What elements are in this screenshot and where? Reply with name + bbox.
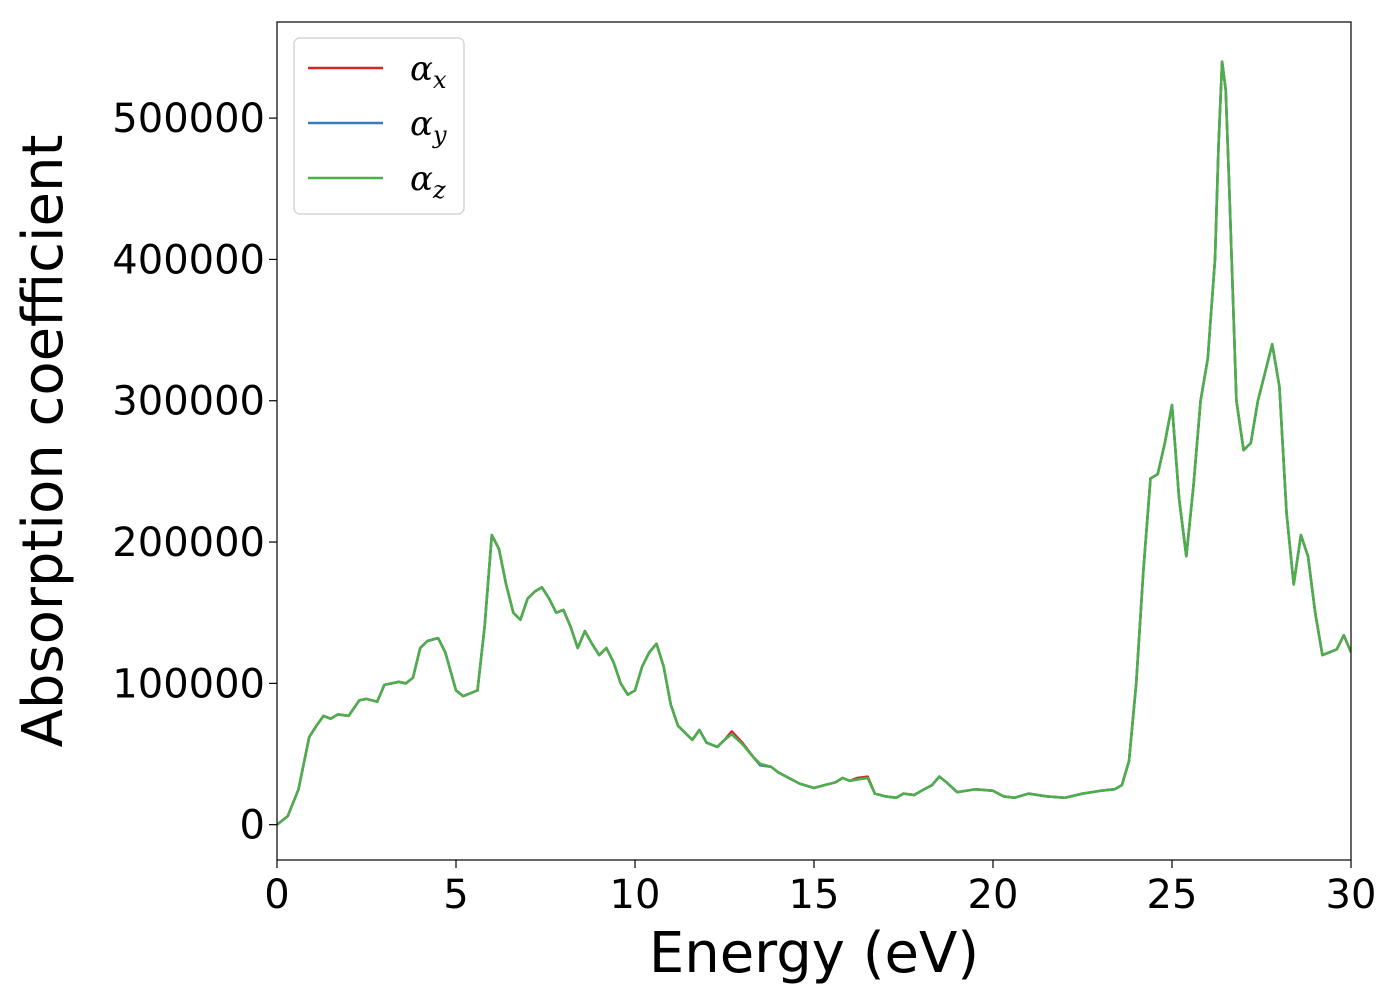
series-line-alpha-z	[277, 60, 1351, 826]
legend-box	[293, 37, 465, 215]
x-tick-label: 20	[968, 872, 1019, 918]
x-tick-label: 5	[443, 872, 468, 918]
y-tick-label: 100000	[112, 661, 265, 707]
y-tick-label: 0	[240, 803, 265, 849]
x-tick-label: 30	[1326, 872, 1377, 918]
y-axis: 0 100000 200000 300000 400000 500000	[112, 96, 277, 849]
y-tick-label: 400000	[112, 237, 265, 283]
x-tick-label: 25	[1147, 872, 1198, 918]
x-tick-label: 10	[610, 872, 661, 918]
x-tick-label: 0	[264, 872, 289, 918]
x-axis-label: Energy (eV)	[649, 921, 979, 986]
y-tick-label: 500000	[112, 96, 265, 142]
y-axis-label: Absorption coefficient	[11, 135, 76, 748]
plot-lines	[277, 60, 1351, 826]
legend-label: αy	[410, 104, 447, 149]
legend: αx αy αz	[293, 37, 465, 215]
y-tick-label: 300000	[112, 379, 265, 425]
y-tick-label: 200000	[112, 520, 265, 566]
legend-label: αx	[410, 49, 447, 94]
legend-label: αz	[410, 159, 446, 204]
x-axis: 0 5 10 15 20 25 30	[264, 860, 1376, 918]
x-tick-label: 15	[789, 872, 840, 918]
